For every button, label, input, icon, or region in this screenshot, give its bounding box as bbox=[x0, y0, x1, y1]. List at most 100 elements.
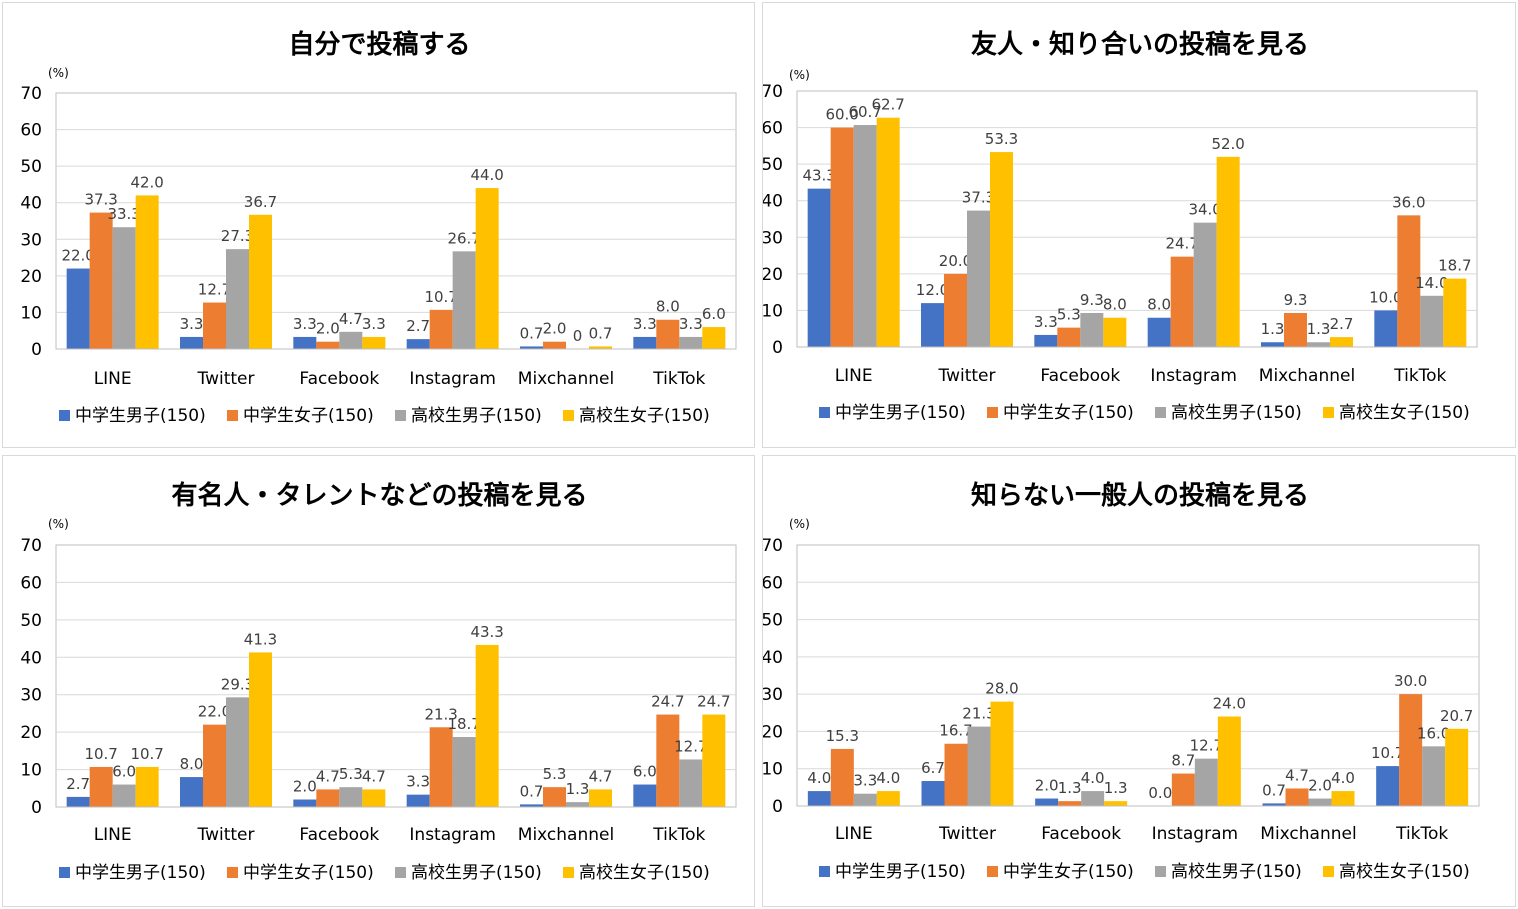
bar bbox=[1331, 791, 1355, 806]
data-label: 10.0 bbox=[1369, 288, 1402, 306]
data-label: 30.0 bbox=[1394, 672, 1427, 690]
bar bbox=[1081, 791, 1105, 806]
legend-swatch bbox=[987, 866, 998, 877]
y-tick-label: 30 bbox=[763, 228, 783, 248]
y-tick-label: 60 bbox=[20, 573, 42, 593]
legend-swatch bbox=[395, 867, 406, 878]
y-axis-unit: (%) bbox=[48, 66, 69, 80]
bar bbox=[1035, 798, 1059, 806]
data-label: 24.7 bbox=[651, 693, 684, 711]
bar bbox=[293, 799, 317, 807]
data-label: 3.3 bbox=[362, 315, 386, 333]
data-label: 0 bbox=[573, 327, 583, 345]
bar bbox=[520, 346, 543, 349]
data-label: 4.0 bbox=[807, 769, 831, 787]
y-tick-label: 60 bbox=[763, 573, 783, 593]
bar bbox=[249, 214, 272, 349]
category-label: Mixchannel bbox=[518, 369, 614, 389]
bar bbox=[679, 336, 703, 349]
legend-swatch bbox=[59, 410, 70, 421]
chart-svg-self-post: 自分で投稿する (%) 0 10 20 30 40 50 60 70 22.0 37.333.3 42.… bbox=[20, 29, 737, 426]
data-label: 24.7 bbox=[1165, 235, 1198, 253]
bar bbox=[702, 327, 726, 349]
data-label: 22.0 bbox=[61, 247, 94, 265]
data-label: 0.7 bbox=[589, 324, 613, 342]
legend-swatch bbox=[227, 410, 238, 421]
category-label: LINE bbox=[94, 369, 132, 389]
bar bbox=[1420, 295, 1444, 347]
bar bbox=[830, 748, 854, 806]
data-label: 42.0 bbox=[130, 173, 163, 191]
data-label: 53.3 bbox=[985, 130, 1018, 148]
y-tick-label: 70 bbox=[763, 82, 783, 102]
bar bbox=[589, 346, 612, 349]
bar bbox=[1308, 798, 1332, 806]
data-label: 4.0 bbox=[1081, 769, 1105, 787]
bar bbox=[679, 759, 703, 807]
bar bbox=[566, 802, 589, 807]
bar bbox=[89, 212, 113, 349]
bar bbox=[656, 319, 680, 349]
chart-title: 知らない一般人の投稿を見る bbox=[971, 480, 1309, 511]
category-label: Twitter bbox=[197, 825, 255, 845]
bar bbox=[1284, 312, 1307, 347]
bar bbox=[452, 737, 476, 807]
data-label: 5.3 bbox=[1057, 306, 1081, 324]
chart-svg-friends-posts: 友人・知り合いの投稿を見る(%)01020304050607043.360.06… bbox=[763, 29, 1478, 423]
y-tick-label: 30 bbox=[20, 230, 42, 250]
bar bbox=[543, 787, 566, 807]
bar bbox=[633, 784, 657, 807]
y-tick-label: 10 bbox=[20, 303, 42, 323]
legend-swatch bbox=[987, 407, 998, 418]
y-tick-label: 10 bbox=[20, 761, 42, 781]
data-label: 8.7 bbox=[1171, 752, 1195, 770]
y-tick-label: 20 bbox=[20, 267, 42, 287]
data-label: 14.0 bbox=[1415, 274, 1448, 292]
bar bbox=[1307, 342, 1330, 347]
data-label: 2.0 bbox=[316, 320, 340, 338]
bar bbox=[362, 789, 386, 807]
bar bbox=[362, 336, 386, 349]
y-tick-label: 70 bbox=[20, 84, 42, 104]
bar bbox=[1216, 156, 1240, 347]
bar bbox=[876, 791, 900, 806]
category-label: Twitter bbox=[197, 369, 255, 389]
category-label: Instagram bbox=[1150, 366, 1237, 386]
bar bbox=[990, 701, 1014, 806]
bar bbox=[990, 152, 1013, 347]
legend-entry: 高校生男子(150) bbox=[1171, 403, 1302, 423]
data-label: 2.7 bbox=[406, 317, 430, 335]
legend-entry: 高校生女子(150) bbox=[579, 406, 710, 426]
bar bbox=[135, 766, 159, 807]
y-axis-unit: (%) bbox=[789, 517, 810, 531]
data-label: 2.0 bbox=[293, 778, 317, 796]
category-label: Mixchannel bbox=[518, 825, 614, 845]
data-label: 9.3 bbox=[1080, 291, 1104, 309]
bar bbox=[1171, 773, 1195, 806]
category-label: TikTok bbox=[1395, 824, 1448, 844]
legend-swatch bbox=[1155, 407, 1166, 418]
data-label: 6.0 bbox=[112, 763, 136, 781]
data-label: 10.7 bbox=[84, 745, 117, 763]
data-label: 2.0 bbox=[543, 320, 567, 338]
bar bbox=[520, 804, 543, 807]
bar bbox=[1261, 342, 1284, 347]
bar bbox=[1443, 278, 1467, 347]
data-label: 18.7 bbox=[1438, 257, 1471, 275]
legend-entry: 中学生女子(150) bbox=[1003, 403, 1134, 423]
data-label: 12.7 bbox=[198, 281, 231, 299]
data-label: 60.7 bbox=[848, 103, 881, 121]
chart-title: 自分で投稿する bbox=[288, 29, 470, 60]
bar bbox=[475, 644, 499, 807]
y-tick-label: 20 bbox=[763, 265, 783, 285]
legend-swatch bbox=[1323, 866, 1334, 877]
bar bbox=[1422, 746, 1446, 806]
y-tick-label: 40 bbox=[763, 192, 783, 212]
data-label: 33.3 bbox=[107, 205, 140, 223]
bar bbox=[226, 697, 249, 807]
y-tick-label: 70 bbox=[763, 536, 783, 556]
bar bbox=[633, 336, 657, 349]
data-label: 6.0 bbox=[702, 305, 726, 323]
data-label: 3.3 bbox=[633, 315, 657, 333]
